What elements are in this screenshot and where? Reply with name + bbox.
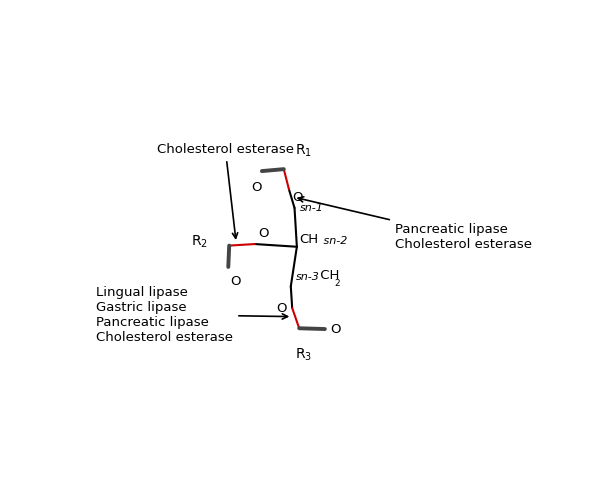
Text: O: O xyxy=(231,276,241,288)
Text: O: O xyxy=(259,227,269,240)
Text: Pancreatic lipase
Cholesterol esterase: Pancreatic lipase Cholesterol esterase xyxy=(298,197,532,251)
Text: sn-1: sn-1 xyxy=(300,203,324,213)
Text: O: O xyxy=(251,181,261,194)
Text: R$_2$: R$_2$ xyxy=(191,233,208,250)
Text: Cholesterol esterase: Cholesterol esterase xyxy=(157,143,294,238)
Text: Lingual lipase
Gastric lipase
Pancreatic lipase
Cholesterol esterase: Lingual lipase Gastric lipase Pancreatic… xyxy=(96,286,288,344)
Text: CH: CH xyxy=(299,232,318,245)
Text: O: O xyxy=(276,301,287,314)
Text: R$_3$: R$_3$ xyxy=(296,347,312,363)
Text: sn-3: sn-3 xyxy=(296,273,319,282)
Text: sn-2: sn-2 xyxy=(320,235,347,245)
Text: O: O xyxy=(293,191,303,204)
Text: 2: 2 xyxy=(334,279,340,287)
Text: CH: CH xyxy=(317,270,340,282)
Text: R$_1$: R$_1$ xyxy=(296,143,312,159)
Text: O: O xyxy=(330,323,341,336)
